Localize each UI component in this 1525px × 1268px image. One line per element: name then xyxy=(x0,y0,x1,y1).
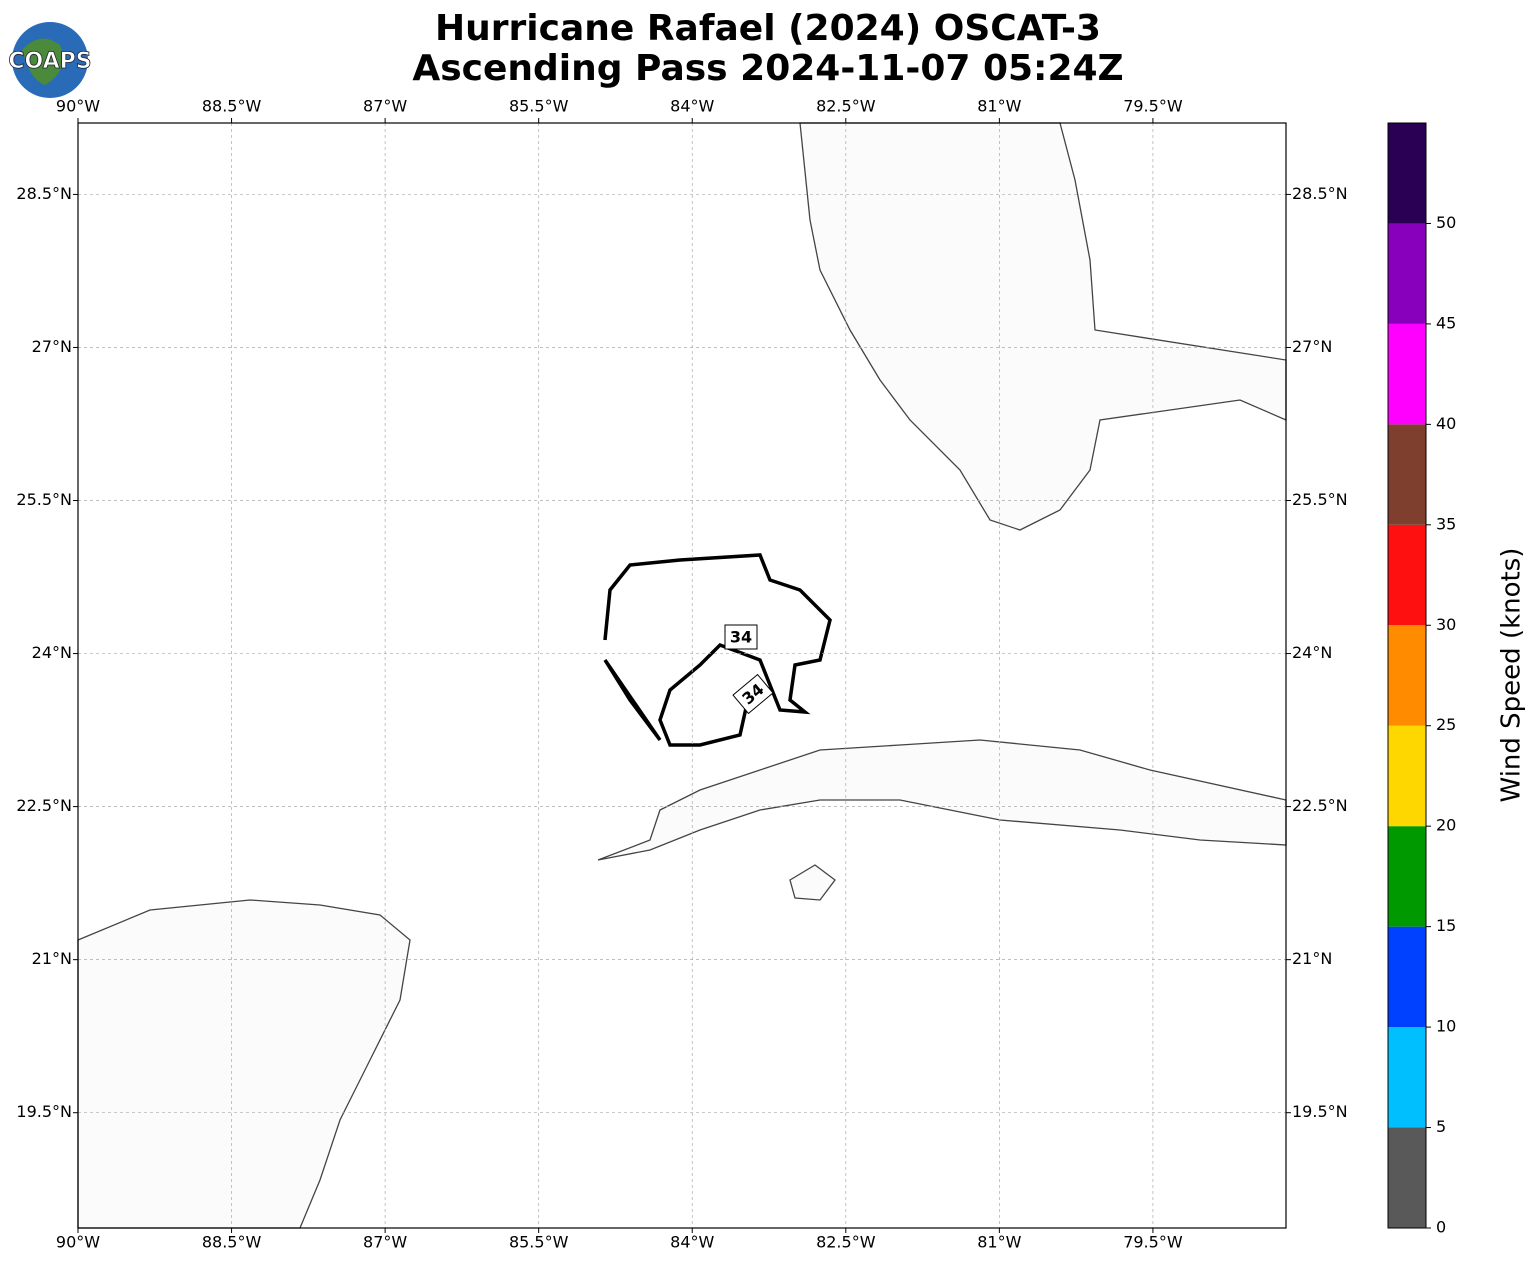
colorbar-tick-label: 25 xyxy=(1436,715,1456,734)
colorbar-segment xyxy=(1388,525,1426,625)
contour-label: 34 xyxy=(730,628,752,647)
lat-tick-label: 28.5°N xyxy=(16,184,72,203)
lon-tick-label: 81°W xyxy=(977,1233,1021,1252)
lon-tick-label: 87°W xyxy=(363,1233,407,1252)
lon-tick-label: 82.5°W xyxy=(816,1233,876,1252)
lat-tick-label: 22.5°N xyxy=(16,796,72,815)
colorbar-tick-label: 35 xyxy=(1436,514,1456,533)
lat-tick-label: 21°N xyxy=(1292,949,1332,968)
colorbar-tick-label: 45 xyxy=(1436,313,1456,332)
title-line: Ascending Pass 2024-11-07 05:24Z xyxy=(412,48,1123,89)
title-line: Hurricane Rafael (2024) OSCAT-3 xyxy=(435,8,1101,49)
lat-tick-label: 24°N xyxy=(1292,643,1332,662)
colorbar-segment xyxy=(1388,424,1426,524)
lat-tick-label: 19.5°N xyxy=(16,1102,72,1121)
lon-tick-label: 84°W xyxy=(670,97,714,116)
lat-tick-label: 28.5°N xyxy=(1292,184,1348,203)
colorbar-tick-label: 15 xyxy=(1436,916,1456,935)
colorbar-label: Wind Speed (knots) xyxy=(1497,548,1525,803)
colorbar-segment xyxy=(1388,1128,1426,1228)
lon-tick-label: 88.5°W xyxy=(202,97,262,116)
colorbar-segment xyxy=(1388,123,1426,223)
lon-tick-label: 88.5°W xyxy=(202,1233,262,1252)
colorbar-segment xyxy=(1388,223,1426,323)
colorbar-tick-label: 5 xyxy=(1436,1117,1446,1136)
lat-tick-label: 19.5°N xyxy=(1292,1102,1348,1121)
lat-tick-label: 27°N xyxy=(1292,337,1332,356)
lon-tick-label: 82.5°W xyxy=(816,97,876,116)
lon-tick-label: 84°W xyxy=(670,1233,714,1252)
colorbar-tick-label: 20 xyxy=(1436,816,1456,835)
lon-tick-label: 85.5°W xyxy=(509,1233,569,1252)
colorbar-segment xyxy=(1388,625,1426,725)
lon-tick-label: 85.5°W xyxy=(509,97,569,116)
colorbar-segment xyxy=(1388,324,1426,424)
colorbar-segment xyxy=(1388,826,1426,926)
lon-tick-label: 90°W xyxy=(56,97,100,116)
colorbar-tick-label: 10 xyxy=(1436,1017,1456,1036)
colorbar-tick-label: 0 xyxy=(1436,1218,1446,1237)
lat-tick-label: 24°N xyxy=(32,643,72,662)
colorbar-tick-label: 40 xyxy=(1436,414,1456,433)
lat-tick-label: 27°N xyxy=(32,337,72,356)
lat-tick-label: 21°N xyxy=(32,949,72,968)
lat-tick-label: 22.5°N xyxy=(1292,796,1348,815)
colorbar-tick-label: 30 xyxy=(1436,615,1456,634)
lon-tick-label: 81°W xyxy=(977,97,1021,116)
colorbar-tick-label: 50 xyxy=(1436,213,1456,232)
colorbar-segment xyxy=(1388,726,1426,826)
colorbar-segment xyxy=(1388,927,1426,1027)
lon-tick-label: 87°W xyxy=(363,97,407,116)
lon-tick-label: 79.5°W xyxy=(1123,97,1183,116)
lon-tick-label: 90°W xyxy=(56,1233,100,1252)
map xyxy=(78,123,1286,1228)
colorbar-segment xyxy=(1388,1027,1426,1127)
logo-text: COAPS xyxy=(8,49,91,74)
lat-tick-label: 25.5°N xyxy=(1292,490,1348,509)
lat-tick-label: 25.5°N xyxy=(16,490,72,509)
lon-tick-label: 79.5°W xyxy=(1123,1233,1183,1252)
